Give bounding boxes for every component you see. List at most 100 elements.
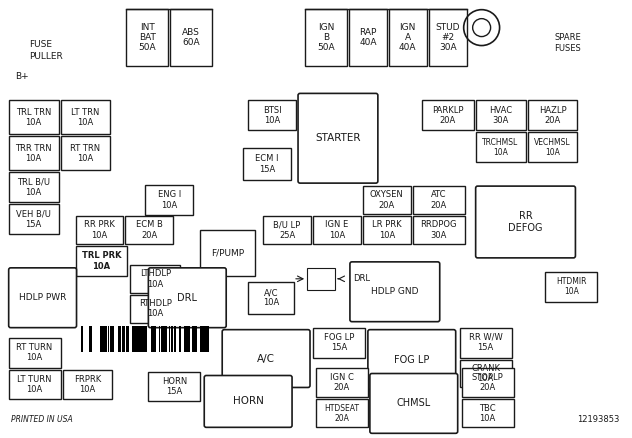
Text: OXYSEN
20A: OXYSEN 20A (370, 191, 404, 210)
FancyBboxPatch shape (298, 93, 378, 183)
FancyBboxPatch shape (9, 268, 76, 328)
Bar (428, 9, 466, 67)
Text: DRL: DRL (353, 274, 370, 283)
Text: FOG LP: FOG LP (394, 354, 430, 364)
Text: HDLP PWR: HDLP PWR (19, 293, 66, 302)
Text: HTDSEAT
20A: HTDSEAT 20A (324, 404, 360, 423)
Bar (192, 326, 194, 352)
Bar (313, 328, 365, 357)
Bar (104, 326, 107, 352)
Bar (179, 326, 181, 352)
Text: RR
DEFOG: RR DEFOG (508, 211, 543, 233)
Text: HORN: HORN (233, 396, 264, 406)
Bar (61, 100, 111, 134)
Bar (142, 326, 145, 352)
Bar (476, 100, 526, 130)
Text: DRL: DRL (178, 293, 197, 303)
Bar (149, 371, 200, 401)
Text: HAZLP
20A: HAZLP 20A (538, 106, 566, 125)
Text: STARTER: STARTER (315, 133, 361, 143)
Text: BTSI
10A: BTSI 10A (263, 106, 281, 125)
Bar (200, 326, 204, 352)
Bar (111, 326, 114, 352)
Text: LR PRK
10A: LR PRK 10A (372, 220, 402, 240)
Bar (413, 186, 465, 214)
Bar (80, 326, 83, 352)
Bar (161, 326, 164, 352)
Bar (188, 326, 190, 352)
Text: ATC
20A: ATC 20A (430, 191, 447, 210)
Text: PARKLP
20A: PARKLP 20A (432, 106, 463, 125)
Text: RR W/W
15A: RR W/W 15A (469, 333, 502, 352)
Bar (204, 326, 205, 352)
Bar (174, 326, 176, 352)
Text: ABS
60A: ABS 60A (183, 28, 200, 47)
Bar (459, 328, 511, 357)
Text: FRPRK
10A: FRPRK 10A (74, 375, 101, 394)
Bar (9, 204, 59, 234)
Bar (363, 216, 411, 244)
Text: ENG I
10A: ENG I 10A (158, 191, 181, 210)
Bar (61, 136, 111, 170)
Bar (208, 326, 209, 352)
Bar (200, 230, 255, 276)
Bar (389, 9, 427, 67)
Text: CRANK
10A: CRANK 10A (471, 364, 500, 383)
Bar (349, 9, 387, 67)
FancyBboxPatch shape (149, 268, 226, 328)
Bar (151, 326, 152, 352)
Bar (164, 326, 166, 352)
Text: TRL B/U
10A: TRL B/U 10A (17, 177, 50, 197)
Bar (76, 246, 128, 276)
Bar (119, 326, 121, 352)
Bar (248, 282, 294, 314)
Bar (422, 100, 473, 130)
Text: STOPLP
20A: STOPLP 20A (471, 373, 504, 392)
Text: TRCHMSL
10A: TRCHMSL 10A (482, 138, 519, 157)
Text: HTDMIR
10A: HTDMIR 10A (556, 277, 586, 297)
Bar (9, 136, 59, 170)
Text: IGN
B
50A: IGN B 50A (317, 23, 335, 53)
Text: CHMSL: CHMSL (397, 399, 431, 408)
Bar (100, 326, 104, 352)
Bar (462, 399, 514, 427)
Bar (413, 216, 465, 244)
Bar (88, 326, 92, 352)
Bar (154, 326, 156, 352)
Bar (459, 360, 511, 388)
Text: INT
BAT
50A: INT BAT 50A (138, 23, 156, 53)
Bar (76, 216, 123, 244)
Text: IGN
A
40A: IGN A 40A (399, 23, 416, 53)
Text: LT TURN
10A: LT TURN 10A (17, 375, 52, 394)
Text: FOG LP
15A: FOG LP 15A (324, 333, 354, 352)
Bar (316, 367, 368, 397)
Bar (125, 216, 173, 244)
Bar (363, 186, 411, 214)
Bar (313, 216, 361, 244)
Bar (130, 265, 180, 293)
Bar (476, 132, 526, 162)
Text: RR PRK
10A: RR PRK 10A (84, 220, 115, 240)
Bar (194, 326, 197, 352)
Bar (263, 216, 311, 244)
Bar (63, 370, 112, 399)
Bar (126, 326, 128, 352)
Text: SPARE
FUSES: SPARE FUSES (554, 32, 581, 53)
Text: F/PUMP: F/PUMP (211, 248, 244, 258)
Text: PRINTED IN USA: PRINTED IN USA (11, 415, 73, 424)
Text: 12193853: 12193853 (577, 415, 619, 424)
Bar (243, 148, 291, 180)
FancyBboxPatch shape (350, 262, 440, 321)
Text: B+: B+ (15, 72, 28, 81)
Bar (307, 268, 335, 290)
Text: VEH B/U
15A: VEH B/U 15A (16, 209, 51, 229)
Bar (123, 326, 125, 352)
FancyBboxPatch shape (204, 375, 292, 427)
Text: VECHMSL
10A: VECHMSL 10A (534, 138, 571, 157)
Bar (9, 370, 61, 399)
Bar (545, 272, 597, 302)
Bar (126, 9, 168, 67)
Text: STUD
#2
30A: STUD #2 30A (435, 23, 460, 53)
Text: ECM I
15A: ECM I 15A (255, 155, 279, 174)
Bar (145, 326, 147, 352)
